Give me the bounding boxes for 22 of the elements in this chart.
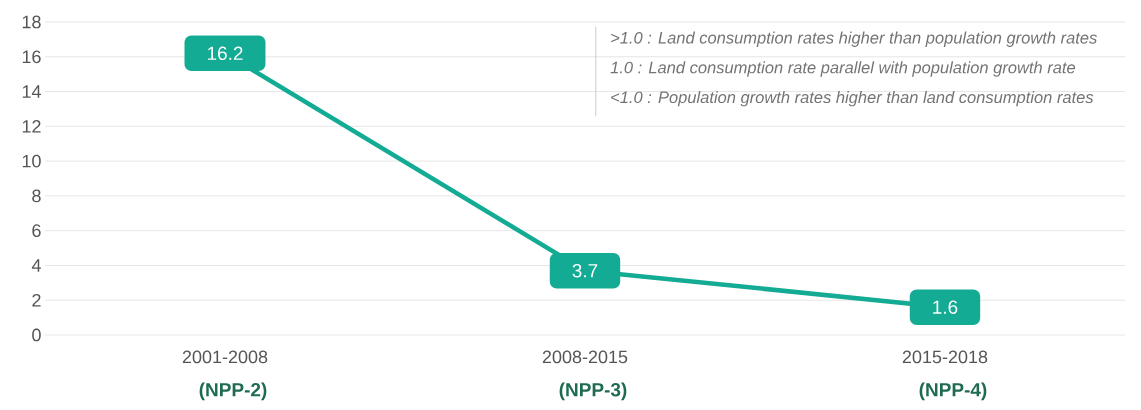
y-tick-label: 6 <box>32 224 41 238</box>
y-tick-label: 14 <box>22 85 41 98</box>
text: (NPP-4) <box>919 382 987 401</box>
y-tick-label: 10 <box>22 154 41 168</box>
annotation: <1.0 : Population growth rates higher than land consumption rates <box>611 91 1094 107</box>
y-tick-label: 18 <box>22 15 41 29</box>
annotation: >1.0 : Land consumption rates higher than population growth rates <box>611 31 1097 47</box>
x-tick-label: 2015-2018 <box>902 350 988 364</box>
x-tick-label: 2001-2008 <box>182 350 268 364</box>
text: (NPP-3) <box>559 382 627 401</box>
y-tick-label: 8 <box>32 189 41 203</box>
y-tick-label: 0 <box>32 328 41 342</box>
x-tick-label: 2008-2015 <box>542 350 628 364</box>
text: (NPP-2) <box>199 382 267 401</box>
y-tick-label: 12 <box>22 120 41 133</box>
y-tick-label: 2 <box>32 293 41 307</box>
y-tick-label: 16 <box>22 50 41 64</box>
annotation: 1.0 : Land consumption rate parallel with population growth rate <box>610 61 1076 77</box>
data-label: 3.7 <box>572 263 598 278</box>
data-label: 16.2 <box>207 46 243 61</box>
y-tick-label: 4 <box>31 259 41 272</box>
data-label: 1.6 <box>933 300 958 314</box>
